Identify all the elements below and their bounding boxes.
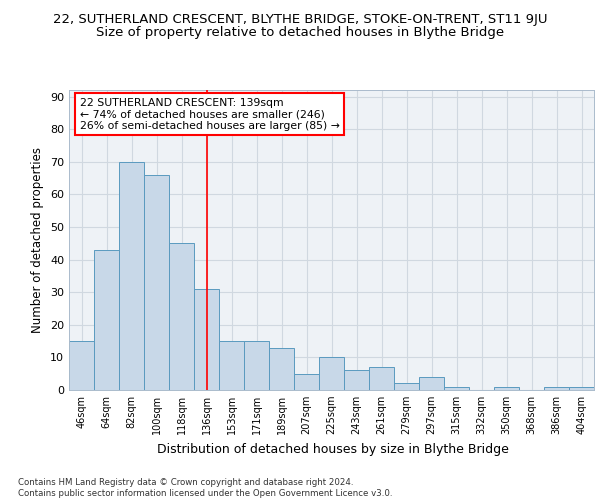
Bar <box>319 358 344 390</box>
Bar <box>294 374 319 390</box>
Bar <box>69 341 94 390</box>
Bar <box>219 341 244 390</box>
Bar <box>369 367 394 390</box>
Bar <box>344 370 369 390</box>
Text: 22 SUTHERLAND CRESCENT: 139sqm
← 74% of detached houses are smaller (246)
26% of: 22 SUTHERLAND CRESCENT: 139sqm ← 74% of … <box>79 98 340 130</box>
Text: 22, SUTHERLAND CRESCENT, BLYTHE BRIDGE, STOKE-ON-TRENT, ST11 9JU: 22, SUTHERLAND CRESCENT, BLYTHE BRIDGE, … <box>53 12 547 26</box>
Bar <box>494 386 519 390</box>
Bar <box>244 341 269 390</box>
Bar <box>544 386 569 390</box>
Bar <box>169 244 194 390</box>
Bar <box>569 386 594 390</box>
Bar <box>194 289 219 390</box>
Bar <box>394 384 419 390</box>
Text: Contains HM Land Registry data © Crown copyright and database right 2024.
Contai: Contains HM Land Registry data © Crown c… <box>18 478 392 498</box>
Y-axis label: Number of detached properties: Number of detached properties <box>31 147 44 333</box>
Bar <box>269 348 294 390</box>
Bar <box>144 175 169 390</box>
Text: Size of property relative to detached houses in Blythe Bridge: Size of property relative to detached ho… <box>96 26 504 39</box>
Bar <box>419 377 444 390</box>
Bar <box>94 250 119 390</box>
Bar <box>119 162 144 390</box>
Text: Distribution of detached houses by size in Blythe Bridge: Distribution of detached houses by size … <box>157 442 509 456</box>
Bar <box>444 386 469 390</box>
